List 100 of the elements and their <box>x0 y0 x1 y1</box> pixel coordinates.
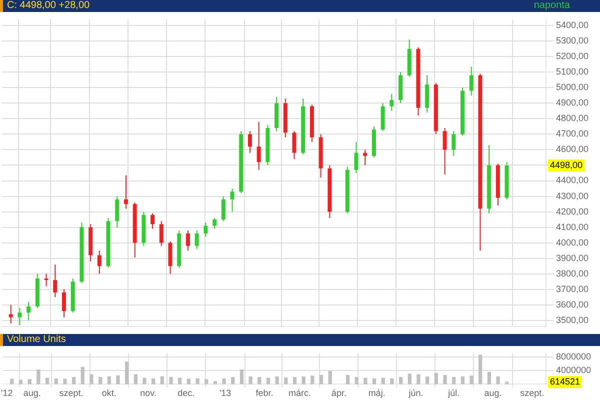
bar <box>390 378 394 384</box>
bar <box>142 378 146 384</box>
bar <box>116 375 120 384</box>
bar <box>98 377 102 384</box>
bar <box>72 377 76 384</box>
bar <box>496 376 500 384</box>
y-tick-label: 5200,00 <box>556 51 589 62</box>
bar <box>258 377 262 384</box>
bar <box>328 370 332 384</box>
x-tick-label: ápr. <box>331 388 346 398</box>
bar <box>36 369 40 384</box>
y-tick-label: 5400,00 <box>556 20 589 30</box>
bar <box>134 374 138 384</box>
y-tick-label: 5100,00 <box>556 66 589 77</box>
bar <box>398 377 403 384</box>
bar <box>443 374 447 384</box>
candlestick <box>159 220 164 246</box>
text: 4498,00 <box>550 160 583 170</box>
bar <box>408 374 412 384</box>
x-tick-label: '13 <box>219 388 232 398</box>
y-tick-label: 4000,00 <box>556 237 589 248</box>
bar <box>178 378 182 384</box>
x-tick-label: '12 <box>1 388 13 398</box>
x-tick-label: máj. <box>368 388 386 398</box>
candlestick <box>53 264 58 298</box>
bar <box>372 378 376 384</box>
bar <box>54 378 58 384</box>
chart-subtitle: naponta <box>534 0 570 12</box>
bar <box>354 377 358 384</box>
x-tick-label: márc. <box>288 388 312 398</box>
candlestick <box>363 149 368 166</box>
bar <box>292 377 297 384</box>
bar <box>452 377 456 384</box>
candlestick <box>256 121 261 170</box>
y-tick-label: 4000000 <box>556 364 592 375</box>
candlestick <box>186 230 190 252</box>
candlestick <box>212 217 217 230</box>
candlestick <box>115 196 120 228</box>
bar <box>470 376 474 384</box>
bar <box>222 378 226 384</box>
bar <box>152 378 156 384</box>
candlestick <box>44 273 48 287</box>
y-tick-label: 4700,00 <box>556 128 589 139</box>
chart-title: C: 4498,00 +28,00 <box>7 0 90 11</box>
bar <box>266 378 270 384</box>
y-tick-label: 5300,00 <box>556 36 589 46</box>
candlestick <box>18 307 22 326</box>
x-tick-label: jún. <box>408 388 424 398</box>
bar <box>28 379 32 384</box>
candlestick <box>292 130 296 160</box>
x-tick-label: szept. <box>59 388 84 398</box>
bar <box>186 378 191 384</box>
bar <box>364 378 368 384</box>
y-tick-label: 4300,00 <box>556 190 589 201</box>
candlestick <box>150 212 155 230</box>
x-tick-label: dec. <box>178 388 195 398</box>
y-tick-label: 4400,00 <box>556 175 589 186</box>
bar <box>478 354 482 384</box>
y-tick-label: 3600,00 <box>556 299 589 310</box>
bar <box>124 362 129 384</box>
bar <box>63 378 67 384</box>
bar <box>487 372 492 384</box>
y-tick-label: 4200,00 <box>556 206 589 216</box>
candlestick <box>97 250 102 274</box>
candlestick <box>390 93 394 112</box>
bar <box>90 374 94 384</box>
bar <box>284 377 288 384</box>
y-tick-label: 8000000 <box>556 351 592 362</box>
candlestick <box>62 288 66 318</box>
x-tick-label: aug. <box>23 388 41 398</box>
candlestick <box>8 304 13 324</box>
x-tick-label: szept. <box>520 388 544 398</box>
y-tick-label: 4800,00 <box>556 113 589 124</box>
x-tick-label: nov. <box>140 388 156 398</box>
bar <box>434 372 438 384</box>
bar <box>169 377 173 384</box>
bar <box>302 376 306 384</box>
x-tick-label: okt. <box>102 388 116 398</box>
bar <box>80 366 84 384</box>
candlestick <box>248 130 252 154</box>
candlestick <box>221 196 226 222</box>
candlestick <box>469 66 474 96</box>
bar <box>248 376 252 384</box>
candlestick <box>425 74 430 113</box>
bar <box>240 369 244 384</box>
chart-title: Volume Units <box>7 334 66 345</box>
bar <box>196 378 200 384</box>
bar <box>204 379 208 384</box>
x-tick-label: júl. <box>447 388 460 398</box>
bar <box>160 376 164 384</box>
y-tick-label: 4100,00 <box>556 222 589 232</box>
bar <box>231 377 235 384</box>
bar <box>381 378 385 384</box>
candlestick <box>168 240 172 274</box>
candlestick <box>124 174 128 210</box>
bar <box>213 381 218 384</box>
x-tick-label: febr. <box>256 388 274 398</box>
candlestick <box>26 301 31 321</box>
candlestick <box>230 188 234 212</box>
bar <box>10 378 14 384</box>
